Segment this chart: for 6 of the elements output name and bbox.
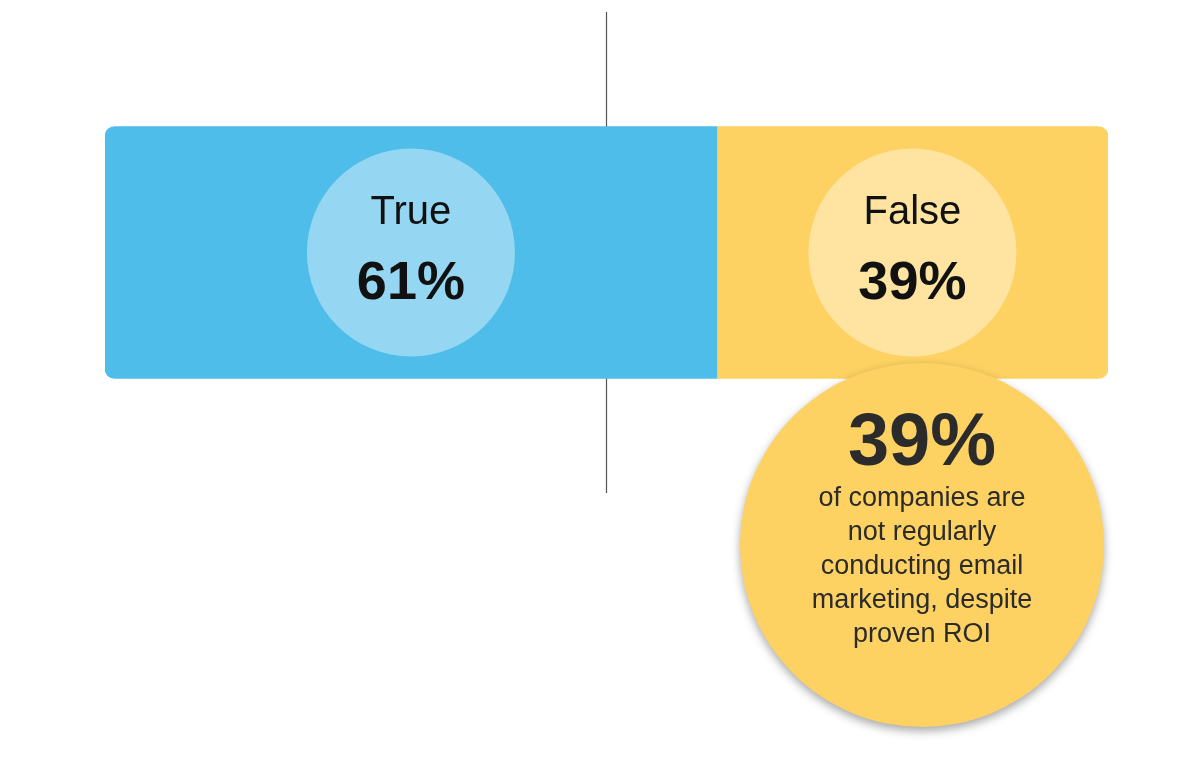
data-label: 61% <box>356 250 465 311</box>
series-label: False <box>863 187 962 232</box>
text: of companies are not regularly conducting email marketing, despite proven ROI <box>810 481 1034 650</box>
data-label: 39% <box>858 250 967 311</box>
series-label: True <box>370 187 452 232</box>
text: 39% <box>846 398 998 481</box>
